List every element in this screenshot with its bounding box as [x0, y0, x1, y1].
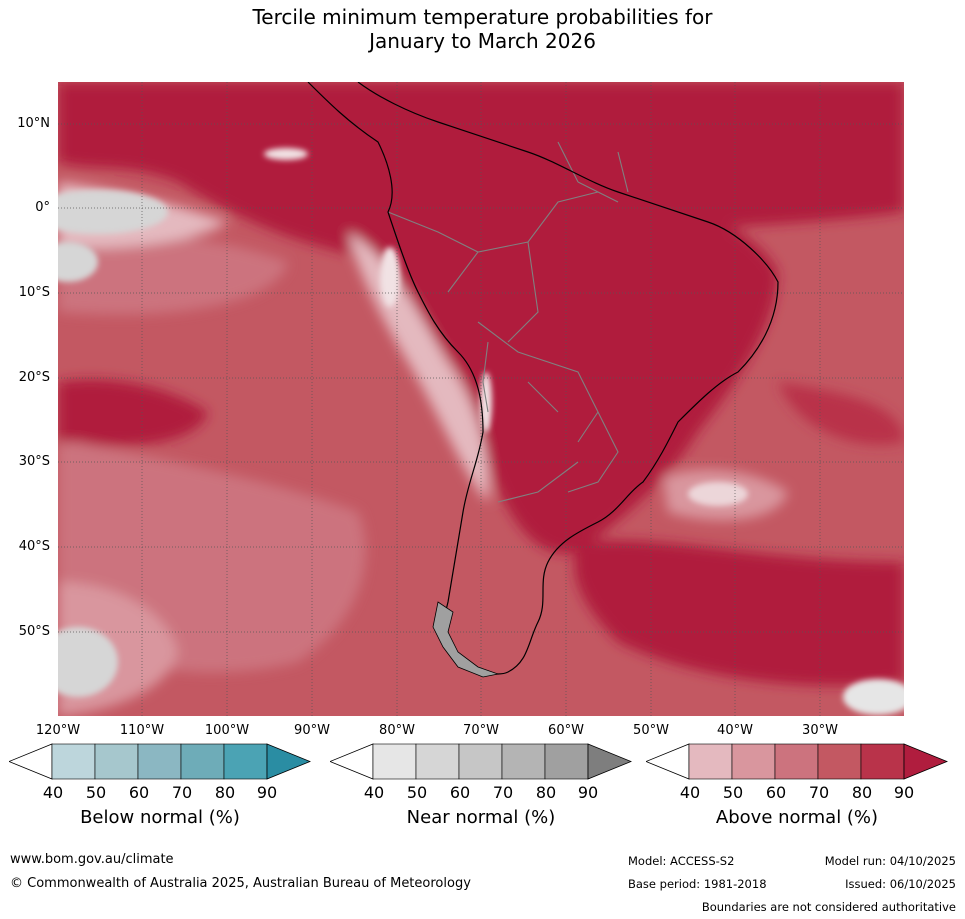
- andes-light-zone: [348, 232, 489, 502]
- equatorial-white-zone: [264, 148, 308, 160]
- colorbar-high-arrow: [266, 743, 311, 780]
- near-normal-southwest-zone: [58, 627, 118, 697]
- colorbar-segment: [51, 743, 96, 780]
- above-tick-40: 40: [679, 783, 701, 802]
- lat-label-30s: 30°S: [18, 454, 50, 469]
- lon-label-70w: 70°W: [463, 723, 499, 738]
- lon-label-30w: 30°W: [802, 723, 838, 738]
- colorbar-segment: [137, 743, 182, 780]
- colorbar-low-arrow: [646, 743, 690, 780]
- lon-label-60w: 60°W: [548, 723, 584, 738]
- map-title-line-1: Tercile minimum temperature probabilitie…: [252, 5, 713, 29]
- colorbar-high-arrow: [587, 743, 632, 780]
- disclaimer-text: Boundaries are not considered authoritat…: [701, 900, 956, 914]
- colorbar-segment: [688, 743, 733, 780]
- continent-high-probability-zone: [384, 159, 778, 554]
- near-tick-50: 50: [406, 783, 428, 802]
- lat-label-10s: 10°S: [18, 285, 50, 300]
- below-tick-40: 40: [42, 783, 64, 802]
- website-link[interactable]: www.bom.gov.au/climate: [10, 852, 174, 867]
- below-normal-title: Below normal (%): [80, 807, 240, 828]
- colorbar-low-arrow: [9, 743, 53, 780]
- below-tick-80: 80: [214, 783, 236, 802]
- pacific-equatorial-moderate-zone: [58, 232, 288, 315]
- colorbar-segment: [458, 743, 503, 780]
- near-normal-southeast-zone: [843, 679, 904, 715]
- lat-label-10n: 10°N: [17, 116, 50, 131]
- colorbar-segment: [731, 743, 776, 780]
- issued-text: Issued: 06/10/2025: [845, 877, 956, 891]
- below-tick-70: 70: [171, 783, 193, 802]
- model-run-text: Model run: 04/10/2025: [824, 854, 956, 868]
- above-tick-90: 90: [893, 783, 915, 802]
- colorbar-low-arrow: [330, 743, 374, 780]
- model-text: Model: ACCESS-S2: [628, 854, 735, 868]
- below-normal-colorbar: [9, 743, 311, 780]
- map-title-line-2: January to March 2026: [369, 29, 596, 53]
- colorbar-segment: [94, 743, 139, 780]
- above-normal-title: Above normal (%): [715, 807, 879, 828]
- lon-label-80w: 80°W: [379, 723, 415, 738]
- lat-label-20s: 20°S: [18, 370, 50, 385]
- colorbar-segment: [415, 743, 460, 780]
- atlantic-high-probability-zone: [574, 539, 904, 686]
- near-normal-title: Near normal (%): [406, 807, 556, 828]
- lon-label-100w: 100°W: [204, 723, 250, 738]
- probability-map: [58, 82, 904, 716]
- lon-label-50w: 50°W: [633, 723, 669, 738]
- atlantic-east-zone: [778, 382, 904, 445]
- below-tick-50: 50: [85, 783, 107, 802]
- colorbar-segment: [817, 743, 862, 780]
- lon-label-110w: 110°W: [119, 723, 165, 738]
- lat-label-50s: 50°S: [18, 624, 50, 639]
- patagonia-islands: [432, 601, 500, 678]
- near-normal-pacific-zone: [58, 190, 168, 234]
- colorbar-segment: [860, 743, 905, 780]
- colorbar-high-arrow: [903, 743, 948, 780]
- lon-label-40w: 40°W: [717, 723, 753, 738]
- colorbar-segment: [223, 743, 268, 780]
- border-lines: [387, 141, 629, 503]
- above-tick-80: 80: [851, 783, 873, 802]
- south-america-coastline: [307, 82, 779, 675]
- near-tick-90: 90: [577, 783, 599, 802]
- near-tick-60: 60: [449, 783, 471, 802]
- above-normal-colorbar: [646, 743, 948, 780]
- lon-label-120w: 120°W: [35, 723, 81, 738]
- base-period-text: Base period: 1981-2018: [628, 877, 767, 891]
- pacific-high-probability-zone: [58, 379, 208, 446]
- near-tick-40: 40: [363, 783, 385, 802]
- andes-white-zone: [380, 247, 400, 307]
- colorbar-segment: [774, 743, 819, 780]
- near-tick-80: 80: [535, 783, 557, 802]
- near-tick-70: 70: [492, 783, 514, 802]
- below-tick-60: 60: [128, 783, 150, 802]
- below-tick-90: 90: [256, 783, 278, 802]
- above-tick-60: 60: [765, 783, 787, 802]
- colorbar-segment: [544, 743, 589, 780]
- colorbar-segment: [501, 743, 546, 780]
- copyright-text: © Commonwealth of Australia 2025, Austra…: [10, 876, 471, 891]
- lat-label-0: 0°: [35, 200, 50, 215]
- lon-label-90w: 90°W: [294, 723, 330, 738]
- near-normal-pacific-zone-2: [58, 242, 98, 282]
- colorbar-segment: [180, 743, 225, 780]
- atlantic-white-zone: [688, 482, 748, 506]
- above-tick-70: 70: [808, 783, 830, 802]
- near-normal-colorbar: [330, 743, 632, 780]
- lat-label-40s: 40°S: [18, 539, 50, 554]
- above-tick-50: 50: [722, 783, 744, 802]
- colorbar-segment: [372, 743, 417, 780]
